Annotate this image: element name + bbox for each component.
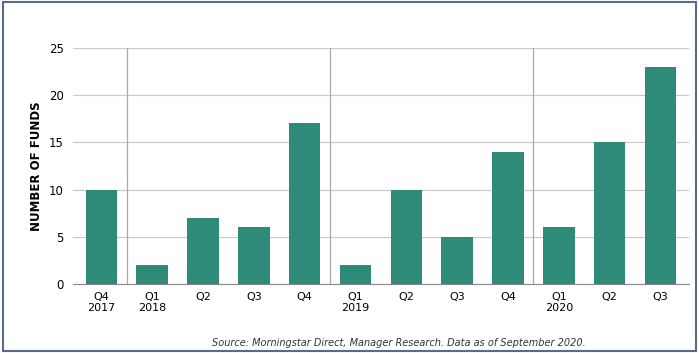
- Bar: [442, 237, 473, 284]
- Bar: [644, 67, 677, 284]
- Text: Source: Morningstar Direct, Manager Research. Data as of September 2020.: Source: Morningstar Direct, Manager Rese…: [212, 338, 585, 348]
- Bar: [187, 218, 219, 284]
- Bar: [85, 190, 117, 284]
- Bar: [492, 152, 524, 284]
- Bar: [391, 190, 422, 284]
- Bar: [594, 142, 626, 284]
- Bar: [238, 227, 270, 284]
- Text: U.S. Sustainable Fund Launches: U.S. Sustainable Fund Launches: [192, 15, 507, 33]
- Bar: [289, 123, 320, 284]
- Bar: [543, 227, 575, 284]
- Bar: [340, 265, 371, 284]
- Bar: [136, 265, 168, 284]
- Y-axis label: NUMBER OF FUNDS: NUMBER OF FUNDS: [30, 101, 43, 231]
